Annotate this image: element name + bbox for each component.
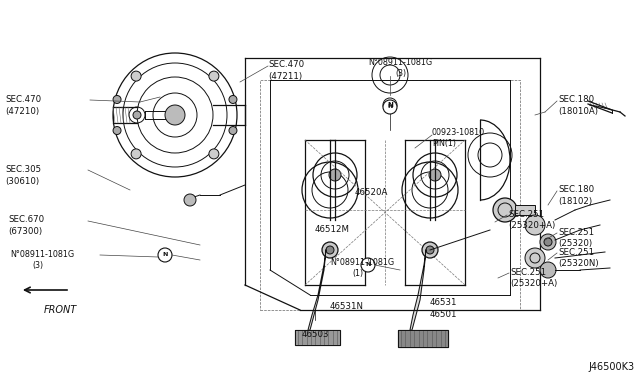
- Text: N: N: [163, 253, 168, 257]
- Circle shape: [329, 169, 341, 181]
- Bar: [260, 80, 520, 310]
- Text: SEC.180: SEC.180: [558, 95, 594, 104]
- Circle shape: [131, 149, 141, 159]
- Circle shape: [165, 105, 185, 125]
- Circle shape: [540, 262, 556, 278]
- Text: N: N: [387, 102, 393, 108]
- Circle shape: [422, 242, 438, 258]
- Text: N°08911-1081G: N°08911-1081G: [330, 258, 394, 267]
- Text: SEC.251: SEC.251: [510, 268, 546, 277]
- Text: (18102): (18102): [558, 197, 592, 206]
- Text: FRONT: FRONT: [44, 305, 77, 315]
- Text: (25320): (25320): [558, 239, 592, 248]
- Circle shape: [525, 248, 545, 268]
- Text: (3): (3): [32, 261, 43, 270]
- Circle shape: [209, 149, 219, 159]
- Circle shape: [322, 242, 338, 258]
- Text: SEC.670: SEC.670: [8, 215, 44, 224]
- Text: 46531N: 46531N: [330, 302, 364, 311]
- Circle shape: [540, 234, 556, 250]
- Text: N: N: [387, 105, 393, 109]
- Circle shape: [525, 215, 545, 235]
- Circle shape: [326, 246, 334, 254]
- Circle shape: [113, 126, 121, 135]
- Text: 46531: 46531: [430, 298, 458, 307]
- Circle shape: [184, 194, 196, 206]
- Polygon shape: [515, 205, 535, 215]
- Text: (47210): (47210): [5, 107, 39, 116]
- Polygon shape: [410, 250, 426, 330]
- Text: (18010A): (18010A): [558, 107, 598, 116]
- Text: SEC.251: SEC.251: [508, 210, 544, 219]
- Text: SEC.470: SEC.470: [268, 60, 304, 69]
- Text: PIN(1): PIN(1): [432, 139, 456, 148]
- Circle shape: [544, 238, 552, 246]
- Polygon shape: [308, 250, 326, 330]
- Circle shape: [383, 100, 397, 114]
- Text: 46501: 46501: [430, 310, 458, 319]
- Text: 46520A: 46520A: [355, 188, 388, 197]
- Circle shape: [229, 126, 237, 135]
- Circle shape: [426, 246, 434, 254]
- Text: SEC.251: SEC.251: [558, 248, 594, 257]
- Circle shape: [209, 71, 219, 81]
- Text: N: N: [365, 263, 371, 267]
- Circle shape: [429, 169, 441, 181]
- Text: N°08911-1081G: N°08911-1081G: [368, 58, 432, 67]
- Circle shape: [361, 258, 375, 272]
- Text: (1): (1): [352, 269, 363, 278]
- Text: J46500K3: J46500K3: [589, 362, 635, 372]
- Circle shape: [131, 71, 141, 81]
- Circle shape: [133, 111, 141, 119]
- Polygon shape: [398, 330, 448, 347]
- Text: SEC.470: SEC.470: [5, 95, 41, 104]
- Text: (25320+A): (25320+A): [510, 279, 557, 288]
- Circle shape: [493, 198, 517, 222]
- Text: (47211): (47211): [268, 72, 302, 81]
- Text: (67300): (67300): [8, 227, 42, 236]
- Text: (30610): (30610): [5, 177, 39, 186]
- Text: (3): (3): [395, 69, 406, 78]
- Text: SEC.305: SEC.305: [5, 165, 41, 174]
- Text: SEC.251: SEC.251: [558, 228, 594, 237]
- Circle shape: [158, 248, 172, 262]
- Text: N°08911-1081G: N°08911-1081G: [10, 250, 74, 259]
- Polygon shape: [295, 330, 340, 345]
- Text: 00923-10810: 00923-10810: [432, 128, 485, 137]
- Text: (25320N): (25320N): [558, 259, 598, 268]
- Circle shape: [229, 96, 237, 103]
- Circle shape: [113, 96, 121, 103]
- Text: 46503: 46503: [301, 330, 329, 339]
- Text: SEC.180: SEC.180: [558, 185, 594, 194]
- Text: (25320+A): (25320+A): [508, 221, 556, 230]
- Text: 46512M: 46512M: [315, 225, 350, 234]
- Circle shape: [383, 98, 397, 112]
